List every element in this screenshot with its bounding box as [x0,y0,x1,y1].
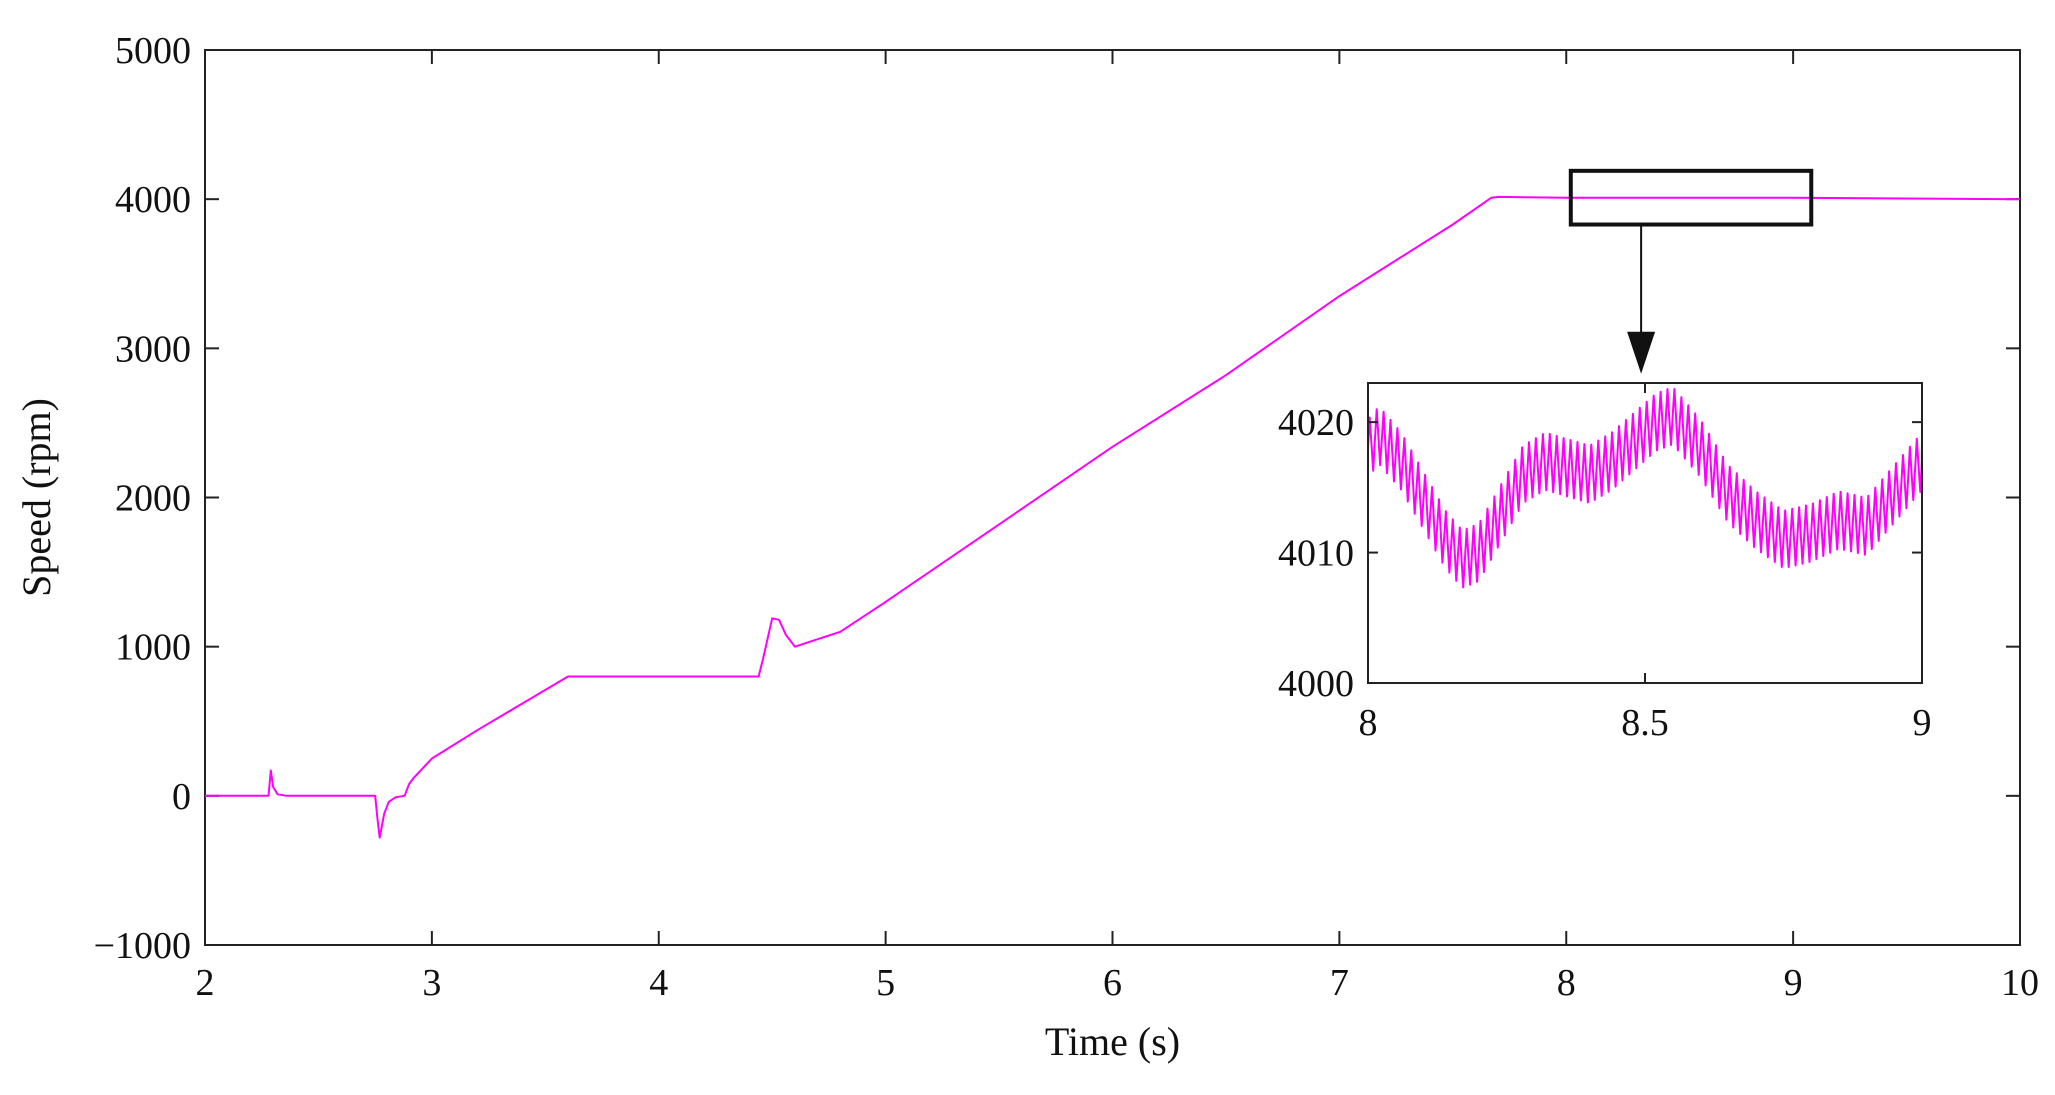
inset-y-tick-label: 4000 [1278,663,1354,705]
y-tick-label: 2000 [115,478,191,520]
x-tick-label: 4 [649,962,668,1004]
x-tick-label: 10 [2001,962,2039,1004]
inset-plot-area: 8 8.5 9 4000 4010 4020 [1278,382,1932,744]
inset-speed-line [1368,388,1922,589]
x-axis-title: Time (s) [1045,1019,1180,1064]
x-tick-label: 7 [1330,962,1349,1004]
y-tick-label: −1000 [94,925,191,967]
zoom-annotation [1568,168,1814,374]
y-tick-label: 0 [172,776,191,818]
speed-line [205,195,2021,839]
y-tick-label: 1000 [115,627,191,669]
inset-y-tick-label: 4010 [1278,533,1354,575]
x-tick-label: 3 [422,962,441,1004]
x-tick-label: 9 [1784,962,1803,1004]
zoom-arrowhead [1627,331,1656,374]
inset-x-tick-label: 8 [1359,702,1378,744]
x-tick-label: 6 [1103,962,1122,1004]
x-tick-label: 8 [1557,962,1576,1004]
x-tick-label: 2 [196,962,215,1004]
y-tick-label: 3000 [115,328,191,370]
y-tick-label: 5000 [115,30,191,72]
inset-y-tick-label: 4020 [1278,402,1354,444]
x-tick-label: 5 [876,962,895,1004]
inset-x-tick-label: 8.5 [1621,702,1669,744]
main-plot-area: 2 3 4 5 6 7 8 9 10 −1000 0 1000 2000 3000 4000 5000 [94,30,2039,1004]
zoom-box [1568,168,1814,227]
y-tick-label: 4000 [115,179,191,221]
y-axis-title: Speed (rpm) [14,398,59,597]
inset-x-tick-label: 9 [1913,702,1932,744]
